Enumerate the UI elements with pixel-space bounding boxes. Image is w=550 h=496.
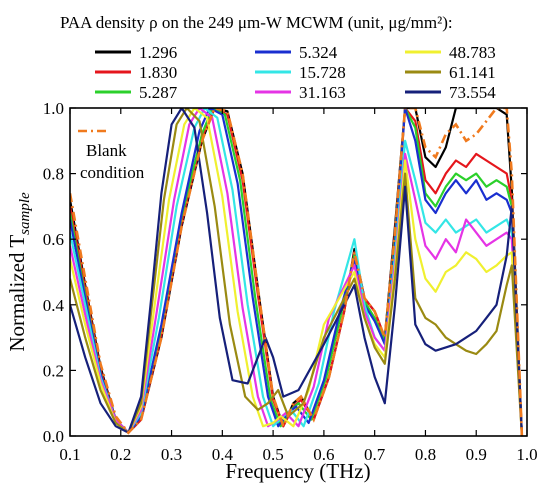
y-axis-title: Normalized Tsample: [5, 192, 33, 352]
x-axis-title: Frequency (THz): [225, 459, 370, 483]
legend-label-15.728: 15.728: [299, 63, 346, 82]
y-axis-title-main: Normalized T: [5, 235, 29, 352]
chart-title: PAA density ρ on the 249 μm-W MCWM (unit…: [60, 13, 453, 32]
series-line-1.296: [70, 108, 523, 436]
y-tick-label-5: 1.0: [43, 99, 64, 118]
x-tick-label-7: 0.8: [415, 445, 436, 464]
blank-annotation: Blank condition: [78, 129, 145, 182]
y-axis-title-sub: sample: [17, 192, 33, 235]
legend-label-5.324: 5.324: [299, 43, 338, 62]
y-tick-label-2: 0.4: [43, 296, 65, 315]
legend-label-1.296: 1.296: [139, 43, 177, 62]
series-line-15.728: [70, 108, 523, 436]
y-tick-label-0: 0.0: [43, 427, 64, 446]
x-tick-label-9: 1.0: [516, 445, 537, 464]
plot-frame: [69, 107, 528, 437]
legend-label-1.830: 1.830: [139, 63, 177, 82]
blank-label-line1: Blank: [86, 141, 127, 160]
x-tick-label-8: 0.9: [466, 445, 487, 464]
x-tick-label-1: 0.2: [110, 445, 131, 464]
x-tick-label-5: 0.6: [313, 445, 334, 464]
series-line-1.830: [70, 108, 523, 436]
series-line-48.783: [70, 108, 523, 436]
series-layer: [70, 108, 524, 436]
legend-label-5.287: 5.287: [139, 83, 178, 102]
series-line-5.287: [70, 108, 523, 436]
y-tick-label-1: 0.2: [43, 361, 64, 380]
y-tick-label-4: 0.8: [43, 165, 64, 184]
x-tick-label-2: 0.3: [161, 445, 182, 464]
series-line-5.324: [70, 108, 523, 436]
series-line-31.163: [70, 108, 523, 436]
x-tick-label-0: 0.1: [59, 445, 80, 464]
y-tick-label-3: 0.6: [43, 230, 64, 249]
legend-label-48.783: 48.783: [449, 43, 496, 62]
series-line-73.554: [70, 108, 523, 436]
legend-label-73.554: 73.554: [449, 83, 496, 102]
series-line-blank: [70, 108, 524, 436]
x-tick-label-4: 0.5: [262, 445, 283, 464]
legend-label-31.163: 31.163: [299, 83, 346, 102]
axis-ticks: 0.1 0.2 0.3 0.4 0.5 0.6 0.7 0.8 0.9 1.0 0.0 0.2 0.4 0…: [43, 99, 538, 464]
x-tick-label-6: 0.7: [364, 445, 386, 464]
legend-label-61.141: 61.141: [449, 63, 496, 82]
series-line-61.141: [70, 108, 523, 436]
x-tick-label-3: 0.4: [212, 445, 234, 464]
blank-label-line2: condition: [80, 163, 145, 182]
